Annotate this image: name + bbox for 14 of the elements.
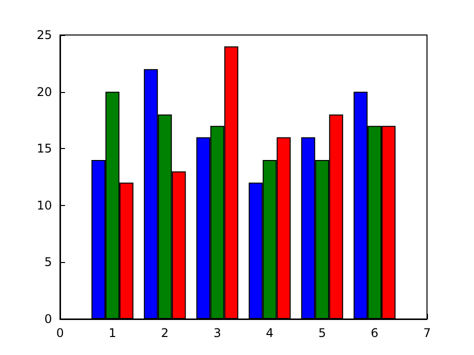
x-tick-label: 6 (370, 326, 378, 340)
y-tick-label: 15 (36, 142, 52, 156)
y-tick-label: 25 (36, 28, 52, 42)
x-tick-label: 0 (56, 326, 64, 340)
x-tick-label: 3 (213, 326, 222, 340)
y-tick-label: 20 (36, 84, 52, 99)
x-tick-label: 2 (161, 326, 169, 340)
y-tick-label: 5 (44, 255, 52, 270)
x-tick-label: 4 (266, 326, 274, 340)
x-tick-label: 7 (423, 326, 431, 340)
x-tick-label: 5 (318, 326, 326, 340)
x-tick-label: 1 (108, 326, 116, 340)
y-tick-label: 10 (36, 198, 52, 212)
y-tick-label: 0 (44, 312, 52, 326)
